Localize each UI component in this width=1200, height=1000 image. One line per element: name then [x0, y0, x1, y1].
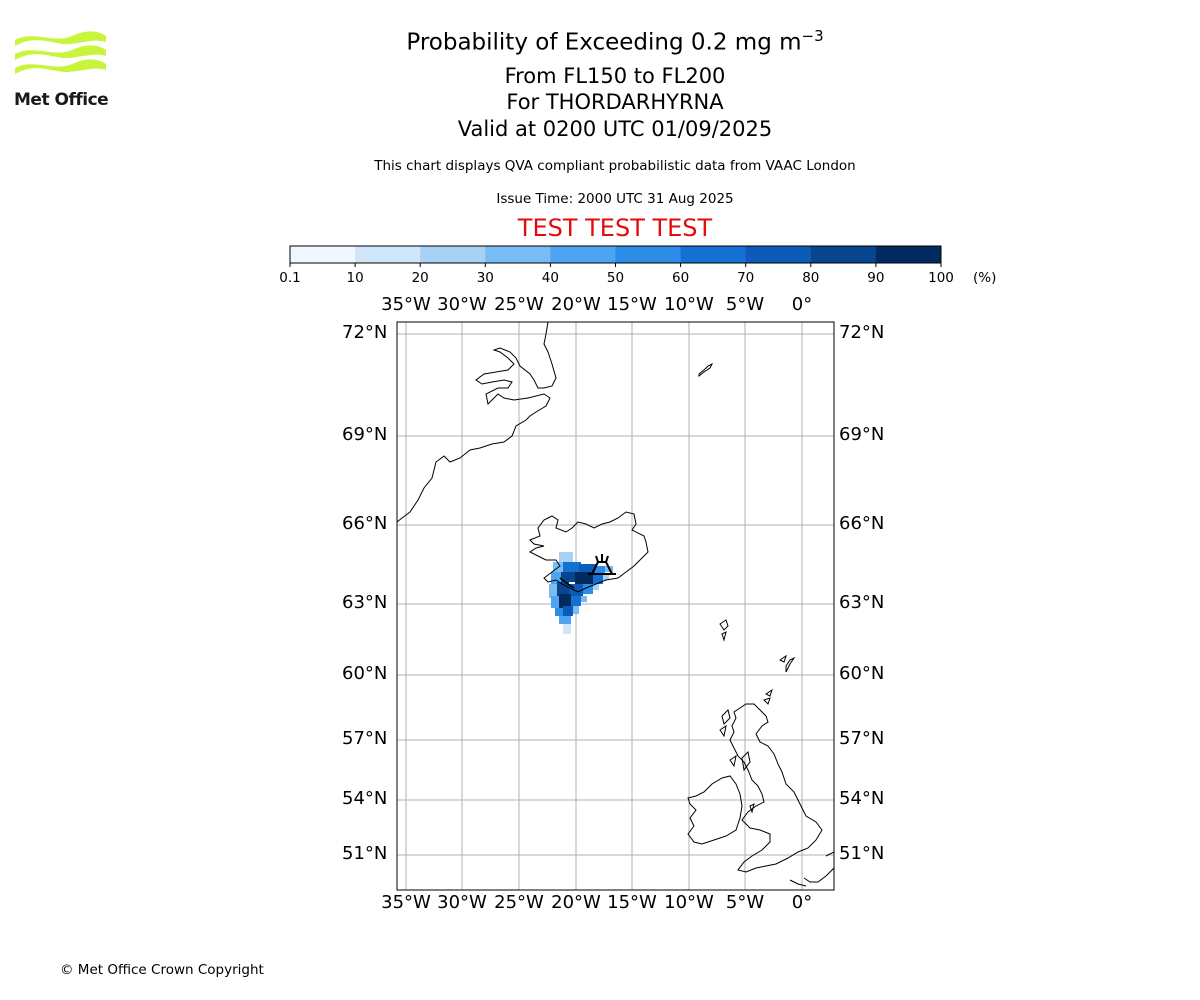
colorbar-swatches: [290, 246, 942, 263]
lon-label: 30°W: [437, 294, 487, 315]
lat-label: 60°N: [839, 663, 885, 684]
lat-label: 54°N: [839, 788, 885, 809]
lon-label: 5°W: [725, 892, 765, 913]
colorbar-swatch: [615, 246, 682, 263]
lon-label: 35°W: [381, 892, 431, 913]
lat-label: 51°N: [839, 843, 885, 864]
colorbar-tick-label: 50: [606, 270, 625, 286]
flight-level-range: From FL150 to FL200: [504, 64, 726, 88]
colorbar-tick-label: 70: [737, 270, 755, 286]
lat-label: 63°N: [342, 592, 388, 613]
coastlines: [397, 322, 834, 887]
colorbar-tick-label: 80: [802, 270, 820, 286]
colorbar-tick-label: 90: [867, 270, 885, 286]
colorbar-swatch: [745, 246, 812, 263]
chart-description: This chart displays QVA compliant probab…: [374, 158, 856, 174]
lon-label: 20°W: [551, 892, 601, 913]
colorbar-swatch: [875, 246, 942, 263]
met-office-logo-waves: [15, 31, 106, 74]
colorbar-tick-label: 20: [411, 270, 429, 286]
colorbar-tick-label: 10: [346, 270, 364, 286]
lat-label: 54°N: [342, 788, 388, 809]
colorbar-swatch: [680, 246, 747, 263]
lat-label: 60°N: [342, 663, 388, 684]
lat-label: 63°N: [839, 592, 885, 613]
issue-time: Issue Time: 2000 UTC 31 Aug 2025: [496, 191, 734, 207]
colorbar-tick-label: 0.1: [279, 270, 301, 286]
lon-label: 10°W: [664, 294, 714, 315]
colorbar-swatch: [810, 246, 877, 263]
volcano-name: For THORDARHYRNA: [506, 90, 724, 114]
lon-label: 30°W: [437, 892, 487, 913]
lon-label: 5°W: [725, 294, 765, 315]
colorbar-unit: (%): [973, 270, 997, 286]
lat-label: 66°N: [839, 513, 885, 534]
lon-label: 0°: [791, 892, 813, 913]
colorbar-swatch: [355, 246, 421, 263]
lat-label: 57°N: [839, 728, 885, 749]
map-gridlines: [397, 322, 834, 890]
test-banner: TEST TEST TEST: [517, 214, 713, 242]
valid-time: Valid at 0200 UTC 01/09/2025: [457, 117, 773, 141]
colorbar-tick-label: 30: [476, 270, 494, 286]
colorbar-swatch: [550, 246, 616, 263]
colorbar-swatch: [290, 246, 356, 263]
lat-label: 57°N: [342, 728, 388, 749]
chart-title: Probability of Exceeding 0.2 mg m−3: [406, 27, 824, 56]
lon-label: 10°W: [664, 892, 714, 913]
volcano-icon: [559, 554, 616, 589]
copyright-notice: © Met Office Crown Copyright: [60, 962, 264, 978]
lat-label: 72°N: [839, 322, 885, 343]
lat-label: 69°N: [839, 424, 885, 445]
map-frame: [396, 321, 835, 891]
lon-label: 35°W: [381, 294, 431, 315]
lon-label: 0°: [791, 294, 813, 315]
lon-label: 15°W: [607, 892, 657, 913]
met-office-logo-text: Met Office: [14, 90, 109, 110]
lat-label: 66°N: [342, 513, 388, 534]
lon-label: 25°W: [494, 294, 544, 315]
colorbar-swatch: [420, 246, 486, 263]
colorbar-ticks: [289, 263, 942, 267]
lat-label: 69°N: [342, 424, 388, 445]
lat-label: 72°N: [342, 322, 388, 343]
colorbar-swatch: [485, 246, 551, 263]
lon-label: 15°W: [607, 294, 657, 315]
lat-label: 51°N: [342, 843, 388, 864]
lon-label: 25°W: [494, 892, 544, 913]
lon-label: 20°W: [551, 294, 601, 315]
colorbar-tick-label: 100: [928, 270, 954, 286]
colorbar-tick-label: 60: [672, 270, 690, 286]
colorbar-tick-label: 40: [541, 270, 559, 286]
met-office-logo: Met Office: [14, 30, 110, 110]
